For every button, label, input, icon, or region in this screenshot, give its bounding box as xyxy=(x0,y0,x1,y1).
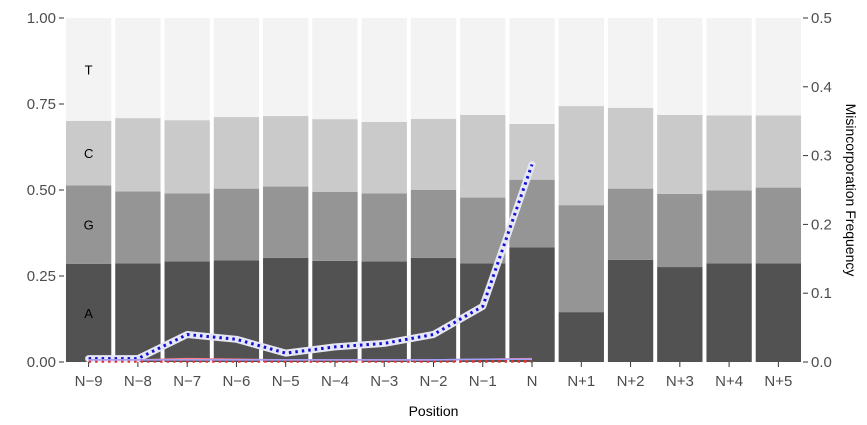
misincorporation-lines xyxy=(85,161,536,363)
left-y-axis: 0.00 0.25 0.50 0.75 1.00 xyxy=(27,10,64,371)
bar-a-13 xyxy=(706,263,752,362)
bar-g-2 xyxy=(164,193,210,262)
bar-c-13 xyxy=(706,115,752,191)
bar-c-5 xyxy=(312,119,358,192)
x-tick-label-12: N+3 xyxy=(666,373,694,390)
bar-a-11 xyxy=(607,259,654,362)
x-axis: N−9 N−8 N−7 N−6 N−5 N−4 N−3 N−2 N−1 N N+1 N+2 N+3 N+4… xyxy=(75,362,792,390)
x-tick-label-0: N−9 xyxy=(75,373,103,390)
bar-g-5 xyxy=(312,191,358,261)
right-tick-label-4: 0.4 xyxy=(811,79,832,96)
bar-a-12 xyxy=(657,267,703,362)
x-tick-label-4: N−5 xyxy=(272,373,300,390)
stack-label-a: A xyxy=(84,306,93,321)
stack-label-g: G xyxy=(84,218,94,233)
x-tick-label-1: N−8 xyxy=(124,373,152,390)
bar-g-11 xyxy=(607,188,654,260)
stack-label-t: T xyxy=(85,62,93,77)
bar-t-4 xyxy=(263,18,309,117)
bar-c-4 xyxy=(263,116,309,187)
bar-a-4 xyxy=(263,257,309,362)
bar-t-11 xyxy=(607,18,654,108)
bar-c-2 xyxy=(164,120,210,194)
x-tick-label-11: N+2 xyxy=(617,373,645,390)
bar-c-1 xyxy=(115,118,161,192)
bar-a-1 xyxy=(115,263,161,362)
x-tick-label-14: N+5 xyxy=(764,373,792,390)
bar-a-14 xyxy=(755,263,802,362)
bar-c-0 xyxy=(65,120,112,186)
bar-c-11 xyxy=(607,107,654,189)
x-tick-label-3: N−6 xyxy=(222,373,250,390)
bar-c-10 xyxy=(558,106,604,206)
bar-t-5 xyxy=(312,18,358,120)
line-series-3 xyxy=(88,358,532,361)
right-tick-label-5: 0.5 xyxy=(811,10,832,27)
right-tick-label-2: 0.2 xyxy=(811,216,832,233)
bar-t-13 xyxy=(706,18,752,116)
x-tick-label-2: N−7 xyxy=(173,373,201,390)
bar-g-14 xyxy=(755,187,802,264)
bar-t-6 xyxy=(361,18,407,122)
bar-t-1 xyxy=(115,18,161,119)
bar-g-13 xyxy=(706,190,752,264)
bar-c-7 xyxy=(410,118,457,190)
bar-g-7 xyxy=(410,190,457,258)
bar-a-10 xyxy=(558,312,604,362)
x-tick-label-6: N−3 xyxy=(370,373,398,390)
bar-c-6 xyxy=(361,121,407,194)
bar-a-9 xyxy=(509,247,555,362)
right-tick-label-0: 0.0 xyxy=(811,354,832,371)
x-tick-label-9: N xyxy=(527,373,538,390)
right-y-axis-title: Misincorporation Frequency xyxy=(843,104,859,277)
bar-g-1 xyxy=(115,191,161,264)
bar-c-14 xyxy=(755,115,802,188)
bar-t-0 xyxy=(65,18,112,121)
bar-c-3 xyxy=(213,117,260,189)
bar-g-12 xyxy=(657,193,703,268)
x-tick-label-8: N−1 xyxy=(469,373,497,390)
bar-c-12 xyxy=(657,115,703,194)
stack-label-c: C xyxy=(84,146,93,161)
stacked-bars xyxy=(65,18,802,362)
right-y-axis: 0.0 0.1 0.2 0.3 0.4 0.5 xyxy=(803,10,832,371)
x-tick-label-5: N−4 xyxy=(321,373,349,390)
bar-g-3 xyxy=(213,188,260,261)
line-series-0 xyxy=(88,164,534,361)
x-tick-label-7: N−2 xyxy=(420,373,448,390)
bar-t-2 xyxy=(164,18,210,121)
bar-t-12 xyxy=(657,18,703,116)
left-tick-label-0: 0.00 xyxy=(27,354,56,371)
left-tick-label-4: 1.00 xyxy=(27,10,56,27)
bar-a-0 xyxy=(65,263,112,362)
left-tick-label-2: 0.50 xyxy=(27,182,56,199)
right-tick-label-3: 0.3 xyxy=(811,148,832,165)
x-tick-label-10: N+1 xyxy=(567,373,595,390)
x-tick-label-13: N+4 xyxy=(715,373,743,390)
bar-g-10 xyxy=(558,205,604,313)
bar-g-6 xyxy=(361,193,407,262)
base-labels: A G C T xyxy=(84,62,94,321)
bar-t-8 xyxy=(460,18,506,116)
bar-t-9 xyxy=(509,18,555,124)
left-tick-label-1: 0.25 xyxy=(27,268,56,285)
bar-a-7 xyxy=(410,257,457,362)
bar-g-4 xyxy=(263,186,309,258)
bar-t-14 xyxy=(755,18,802,116)
left-tick-label-3: 0.75 xyxy=(27,96,56,113)
bar-t-3 xyxy=(213,18,260,118)
x-axis-title: Position xyxy=(409,403,459,419)
right-tick-label-1: 0.1 xyxy=(811,285,832,302)
bar-t-7 xyxy=(410,18,457,119)
bar-g-0 xyxy=(65,185,112,264)
bar-t-10 xyxy=(558,18,604,107)
bar-c-8 xyxy=(460,115,506,198)
bar-a-2 xyxy=(164,261,210,362)
